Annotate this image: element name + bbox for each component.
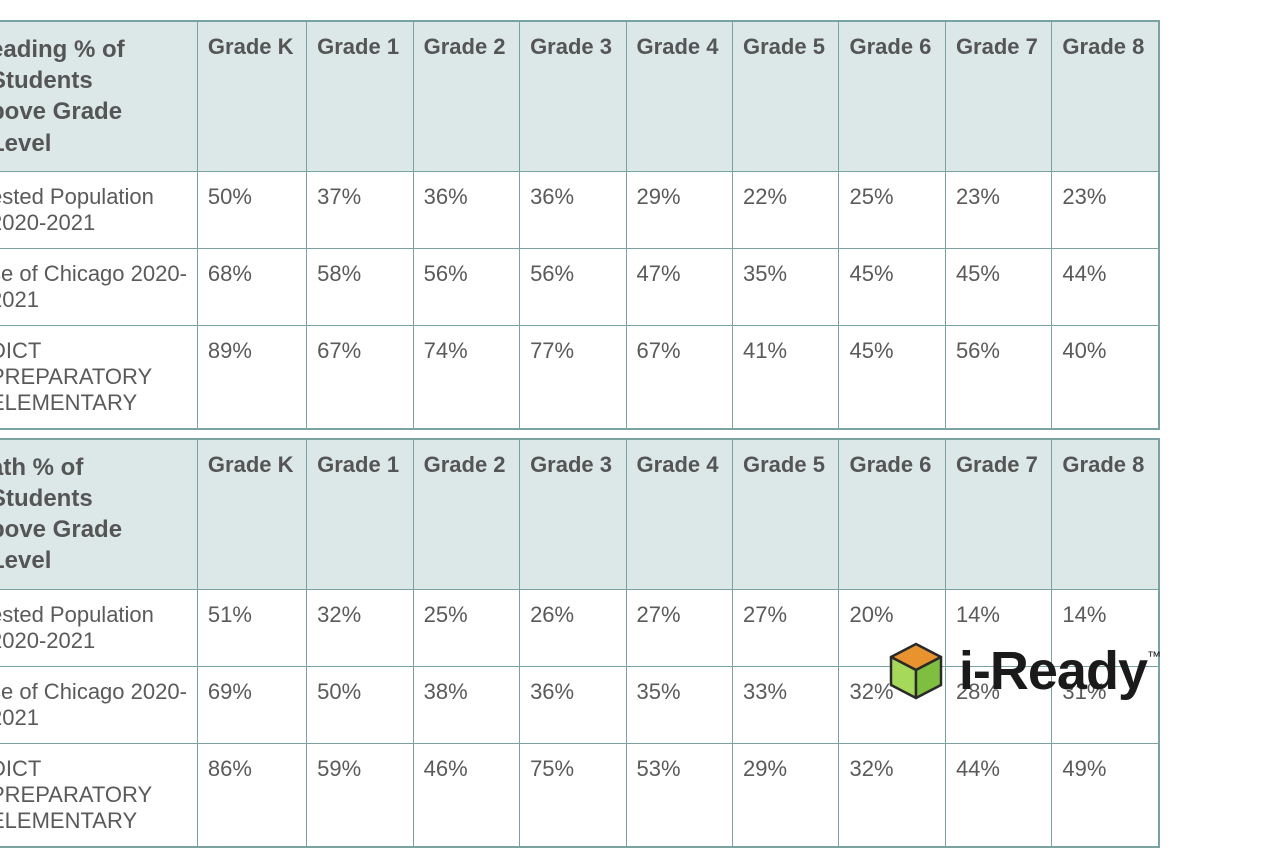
data-cell: 47% — [626, 248, 732, 325]
data-cell: 44% — [1052, 248, 1159, 325]
column-header: Grade 4 — [626, 439, 732, 589]
column-header: Grade 1 — [307, 21, 413, 171]
data-cell: 51% — [197, 589, 306, 666]
data-cell: 58% — [307, 248, 413, 325]
data-cell: 40% — [1052, 325, 1159, 429]
logo-label: i-Ready — [959, 641, 1147, 701]
table-title: eading % of Studentsbove Grade Level — [0, 21, 197, 171]
row-label: ested Population 2020-2021 — [0, 171, 197, 248]
data-cell: 68% — [197, 248, 306, 325]
row-label: ested Population 2020-2021 — [0, 589, 197, 666]
row-label: DICT PREPARATORYELEMENTARY — [0, 743, 197, 847]
data-cell: 22% — [733, 171, 839, 248]
column-header: Grade 7 — [945, 21, 1051, 171]
data-cell: 50% — [307, 666, 413, 743]
data-cell: 50% — [197, 171, 306, 248]
column-header: Grade K — [197, 21, 306, 171]
data-cell: 74% — [413, 325, 519, 429]
data-cell: 45% — [945, 248, 1051, 325]
column-header: Grade 3 — [520, 439, 626, 589]
data-cell: 32% — [839, 743, 945, 847]
column-header: Grade 7 — [945, 439, 1051, 589]
logo-text: i-Ready™ — [959, 640, 1160, 702]
data-cell: 27% — [733, 589, 839, 666]
data-cell: 37% — [307, 171, 413, 248]
data-cell: 67% — [307, 325, 413, 429]
table-row: DICT PREPARATORYELEMENTARY89%67%74%77%67… — [0, 325, 1159, 429]
data-cell: 41% — [733, 325, 839, 429]
data-cell: 36% — [520, 171, 626, 248]
data-cell: 86% — [197, 743, 306, 847]
iready-logo: i-Ready™ — [885, 640, 1160, 702]
row-label: DICT PREPARATORYELEMENTARY — [0, 325, 197, 429]
data-cell: 45% — [839, 248, 945, 325]
column-header: Grade 3 — [520, 21, 626, 171]
data-cell: 29% — [733, 743, 839, 847]
row-label: se of Chicago 2020-2021 — [0, 248, 197, 325]
data-cell: 56% — [413, 248, 519, 325]
data-cell: 77% — [520, 325, 626, 429]
data-cell: 67% — [626, 325, 732, 429]
data-cell: 23% — [1052, 171, 1159, 248]
data-cell: 33% — [733, 666, 839, 743]
column-header: Grade 5 — [733, 439, 839, 589]
column-header: Grade 6 — [839, 21, 945, 171]
data-cell: 89% — [197, 325, 306, 429]
row-label: se of Chicago 2020-2021 — [0, 666, 197, 743]
data-cell: 32% — [307, 589, 413, 666]
data-cell: 38% — [413, 666, 519, 743]
data-cell: 56% — [520, 248, 626, 325]
data-cell: 26% — [520, 589, 626, 666]
data-cell: 75% — [520, 743, 626, 847]
data-cell: 25% — [839, 171, 945, 248]
column-header: Grade 4 — [626, 21, 732, 171]
data-cell: 27% — [626, 589, 732, 666]
data-cell: 35% — [733, 248, 839, 325]
data-cell: 25% — [413, 589, 519, 666]
table-title: ath % of Studentsbove Grade Level — [0, 439, 197, 589]
data-cell: 69% — [197, 666, 306, 743]
logo-tm: ™ — [1147, 648, 1160, 664]
reading-table: eading % of Studentsbove Grade LevelGrad… — [0, 20, 1160, 430]
data-cell: 56% — [945, 325, 1051, 429]
data-cell: 23% — [945, 171, 1051, 248]
tables-container: eading % of Studentsbove Grade LevelGrad… — [0, 0, 1280, 848]
data-cell: 29% — [626, 171, 732, 248]
data-cell: 35% — [626, 666, 732, 743]
data-cell: 45% — [839, 325, 945, 429]
column-header: Grade 8 — [1052, 21, 1159, 171]
data-cell: 46% — [413, 743, 519, 847]
data-cell: 59% — [307, 743, 413, 847]
data-cell: 36% — [520, 666, 626, 743]
data-cell: 36% — [413, 171, 519, 248]
column-header: Grade 2 — [413, 21, 519, 171]
column-header: Grade 8 — [1052, 439, 1159, 589]
data-cell: 53% — [626, 743, 732, 847]
table-row: ested Population 2020-202150%37%36%36%29… — [0, 171, 1159, 248]
column-header: Grade 1 — [307, 439, 413, 589]
table-row: DICT PREPARATORYELEMENTARY86%59%46%75%53… — [0, 743, 1159, 847]
data-cell: 49% — [1052, 743, 1159, 847]
table-row: se of Chicago 2020-202168%58%56%56%47%35… — [0, 248, 1159, 325]
column-header: Grade 2 — [413, 439, 519, 589]
data-cell: 44% — [945, 743, 1051, 847]
column-header: Grade 5 — [733, 21, 839, 171]
column-header: Grade K — [197, 439, 306, 589]
column-header: Grade 6 — [839, 439, 945, 589]
cube-icon — [885, 640, 947, 702]
